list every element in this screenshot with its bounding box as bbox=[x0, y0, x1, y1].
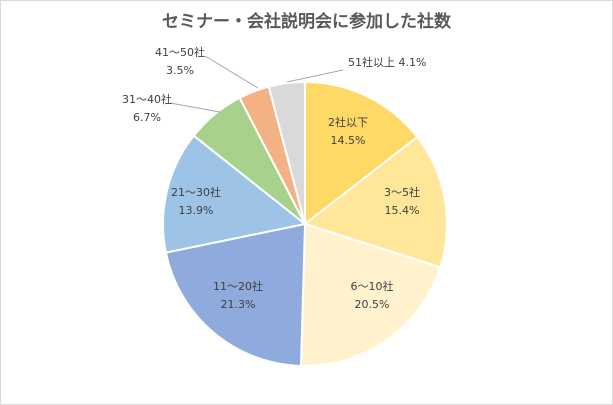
value-label: 21.3% bbox=[221, 298, 256, 311]
value-label: 15.4% bbox=[385, 204, 420, 217]
leader-line bbox=[204, 55, 259, 89]
chart-title: セミナー・会社説明会に参加した社数 bbox=[162, 12, 451, 32]
data-label: 51社以上 4.1% bbox=[348, 55, 426, 69]
value-label: 20.5% bbox=[355, 298, 390, 311]
category-label: 2社以下 bbox=[328, 115, 368, 129]
pie-slice bbox=[162, 134, 308, 254]
category-label: 6～10社 bbox=[351, 279, 394, 293]
value-label: 13.9% bbox=[179, 204, 214, 217]
value-label: 14.5% bbox=[331, 134, 366, 147]
pie-slice bbox=[304, 80, 419, 227]
category-label: 3～5社 bbox=[384, 185, 420, 199]
value-label: 6.7% bbox=[133, 111, 161, 124]
category-label: 41～50社 bbox=[155, 45, 205, 59]
category-label: 11～20社 bbox=[213, 279, 263, 293]
pie-slice bbox=[267, 80, 306, 225]
category-label: 31～40社 bbox=[122, 92, 172, 106]
leader-line bbox=[169, 102, 221, 113]
leader-line bbox=[286, 69, 344, 83]
category-label: 21～30社 bbox=[171, 185, 221, 199]
pie-slice bbox=[299, 222, 442, 367]
pie-slice bbox=[164, 222, 307, 367]
value-label: 3.5% bbox=[166, 64, 194, 77]
